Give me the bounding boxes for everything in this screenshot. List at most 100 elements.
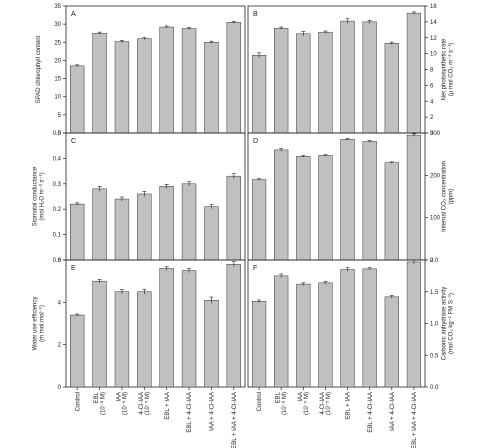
bar — [406, 134, 422, 261]
panel-d: D 0 100 200 300 — [247, 131, 441, 264]
bar — [70, 314, 85, 388]
y-tick-label: 0.4 — [53, 156, 62, 162]
bar — [114, 41, 130, 134]
y-tick-label: 0.5 — [53, 131, 62, 137]
panel-letter: D — [253, 138, 258, 145]
bar — [406, 261, 422, 388]
y-axis-label: SPAD chlorophyll content — [36, 35, 42, 103]
bar — [181, 183, 197, 261]
x-tick-label: 4-Cl-IAA(10⁻⁵ M) — [139, 392, 151, 415]
bar — [92, 280, 107, 388]
bar — [274, 149, 289, 261]
y-tick-label: 0 — [430, 131, 434, 137]
y-tick-label: 20 — [54, 58, 61, 64]
y-tick-label: 0.5 — [430, 353, 439, 359]
y-tick-label: 2.0 — [430, 258, 439, 264]
y-tick-label: 100 — [430, 216, 441, 222]
panel-frame — [65, 259, 246, 388]
bar — [296, 156, 311, 261]
x-tick-label: IAA + 4-Cl-IAA — [390, 392, 396, 431]
bar — [362, 21, 377, 134]
bar — [362, 141, 377, 261]
y-tick-label: 10 — [54, 95, 61, 101]
panel-letter: B — [253, 11, 258, 18]
bar — [92, 32, 107, 134]
bar — [226, 22, 241, 134]
panel-b: B 0 2 4 6 8 10 12 14 16 — [247, 4, 437, 137]
bar — [137, 38, 152, 134]
y-tick-label: 4 — [58, 300, 62, 306]
bar — [226, 175, 241, 261]
panel-letter: F — [253, 265, 257, 272]
y-tick-label: 0.1 — [53, 233, 62, 239]
bar — [114, 291, 130, 388]
panel-letter: A — [71, 11, 76, 18]
x-tick-label: IAA(10⁻⁵ M) — [116, 392, 128, 415]
y-tick-label: 5 — [58, 113, 62, 119]
bar — [204, 299, 219, 388]
y-tick-label: 14 — [430, 20, 437, 26]
x-tick-label: Control — [75, 392, 81, 411]
x-tick-label: EBL + IAA + 4-Cl-IAA — [412, 392, 418, 448]
panel-e: E 0 2 4 6 Control EBL(10⁻⁸ M) IAA(10⁻⁵ M) 4-Cl-I… — [58, 258, 246, 448]
y-tick-label: 15 — [54, 77, 61, 83]
x-tick-label: Control — [257, 392, 263, 411]
x-tick-label: EBL + IAA — [165, 392, 171, 420]
bar — [406, 12, 422, 134]
bar — [318, 31, 333, 134]
bar — [159, 26, 174, 134]
bar — [181, 28, 197, 134]
bar — [340, 20, 355, 134]
panel-f: F 0.0 0.5 1.0 1.5 2.0 Control EBL(10⁻⁸ M) IAA(10… — [247, 258, 439, 448]
bar — [384, 43, 399, 134]
bar — [114, 198, 130, 261]
y-tick-label: 8 — [430, 68, 434, 74]
bar — [340, 269, 355, 388]
y-tick-label: 10 — [430, 52, 437, 58]
x-tick-label: IAA + 4-Cl-IAA — [210, 392, 216, 431]
y-axis-label: Water use efficiency(m mol mol⁻¹) — [33, 297, 46, 351]
y-tick-label: 4 — [430, 99, 434, 105]
y-tick-label: 6 — [430, 83, 434, 89]
bar — [318, 282, 333, 388]
y-tick-label: 0.3 — [53, 182, 62, 188]
panel-c: C 0.0 0.1 0.2 0.3 0.4 0.5 — [53, 131, 246, 264]
bar — [274, 27, 289, 134]
bar — [204, 42, 219, 134]
x-tick-label: IAA(10⁻⁵ M) — [298, 392, 310, 415]
bar — [251, 54, 267, 134]
y-axis-label: Internal CO₂ concentration(ppm) — [442, 161, 455, 232]
y-axis-label: Carbonic anhydrase activity(mol CO₂ kg⁻¹… — [442, 287, 455, 361]
bar — [70, 65, 85, 134]
y-tick-label: 2 — [58, 343, 62, 349]
bar — [181, 270, 197, 388]
bar — [296, 33, 311, 134]
y-tick-label: 1.5 — [430, 290, 439, 296]
bar — [226, 263, 241, 388]
x-tick-label: EBL + 4-Cl-IAA — [187, 392, 193, 433]
y-tick-label: 0 — [58, 131, 62, 137]
bar — [70, 203, 85, 261]
x-tick-label: 4-Cl-IAA(10⁻⁵ M) — [320, 392, 332, 415]
y-tick-label: 16 — [430, 4, 437, 10]
bar — [92, 188, 107, 261]
y-tick-label: 30 — [54, 22, 61, 28]
y-tick-label: 0.2 — [53, 207, 62, 213]
y-tick-label: 35 — [54, 4, 61, 10]
bar — [384, 296, 399, 388]
bar — [137, 193, 152, 261]
y-tick-label: 300 — [430, 131, 441, 137]
y-tick-label: 2 — [430, 115, 434, 121]
x-tick-label: EBL(10⁻⁸ M) — [276, 391, 288, 415]
y-tick-label: 6 — [58, 258, 62, 264]
panel-a: A 0 5 10 15 20 25 30 35 — [54, 4, 246, 137]
x-tick-label: EBL(10⁻⁸ M) — [94, 391, 106, 415]
y-tick-label: 1.0 — [430, 322, 439, 328]
y-tick-label: 0 — [58, 385, 62, 391]
bar — [251, 301, 267, 388]
y-tick-label: 200 — [430, 173, 441, 179]
y-tick-label: 0.0 — [53, 258, 62, 264]
bar — [296, 283, 311, 388]
panel-letter: E — [71, 265, 76, 272]
